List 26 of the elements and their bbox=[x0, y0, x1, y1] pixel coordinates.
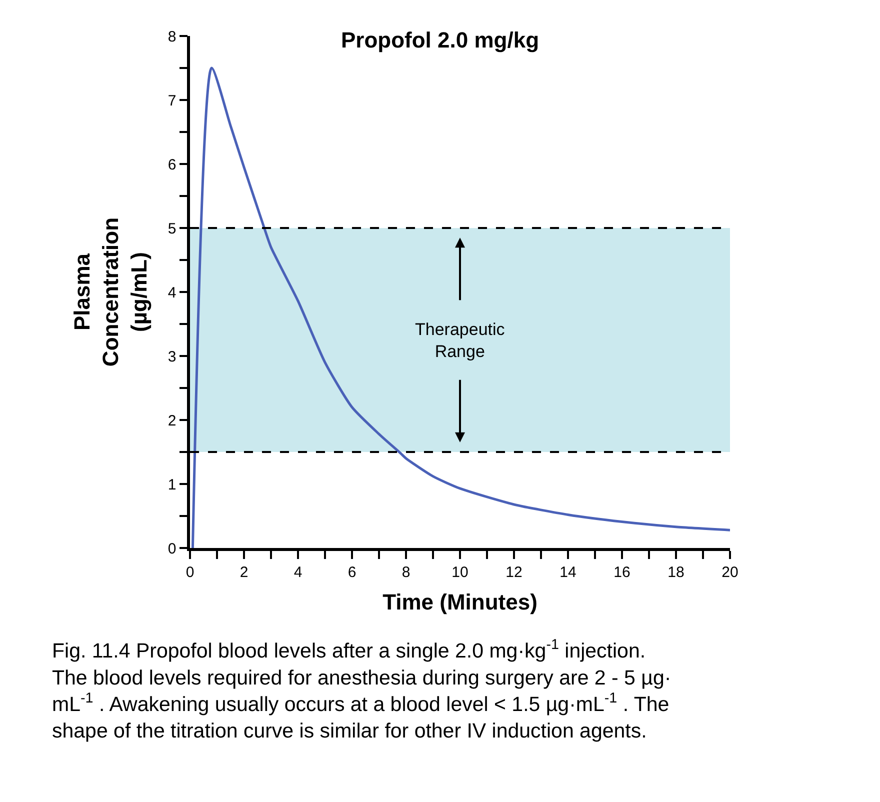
y-tick-label: 6 bbox=[168, 156, 176, 174]
x-axis-title: Time (Minutes) bbox=[382, 590, 538, 615]
annotation: Therapeutic Range bbox=[415, 320, 506, 362]
x-tick-label: 4 bbox=[294, 564, 302, 581]
y-axis-title: Plasma Concentration (µg/mL) bbox=[70, 217, 152, 367]
y-tick-label: 3 bbox=[168, 348, 176, 366]
x-tick-label: 2 bbox=[240, 564, 248, 581]
y-tick-label: 1 bbox=[168, 476, 176, 494]
y-tick-label: 8 bbox=[168, 28, 176, 46]
x-tick-label: 14 bbox=[560, 564, 576, 581]
x-tick-label: 8 bbox=[402, 564, 410, 581]
x-tick-label: 20 bbox=[722, 564, 738, 581]
text: Fig. 11.4 Propofol blood levels after a single 2.0 mg·kg$^{-1}$ injection. The blood levels required for anesthesia during surgery are 2 - 5 µg· mL$^{-1}$ . Awakening usually occurs at a blood level < 1.5 µg·mL$^{-1}$ . The shape of the titration curve is similar for other IV induction agents. bbox=[52, 637, 672, 743]
x-tick-label: 0 bbox=[186, 564, 194, 581]
x-tick-label: 18 bbox=[668, 564, 684, 581]
x-tick-label: 10 bbox=[452, 564, 468, 581]
y-tick-label: 5 bbox=[168, 220, 176, 238]
x-tick-label: 6 bbox=[348, 564, 356, 581]
y-tick-label: 0 bbox=[168, 540, 176, 558]
y-tick-label: 2 bbox=[168, 412, 176, 430]
line-series bbox=[191, 66, 730, 548]
chart-title: Propofol 2.0 mg/kg bbox=[340, 27, 540, 52]
x-tick-label: 16 bbox=[614, 564, 630, 581]
y-tick-label: 4 bbox=[168, 284, 176, 302]
y-tick-label: 7 bbox=[168, 92, 176, 110]
x-tick-label: 12 bbox=[506, 564, 522, 581]
